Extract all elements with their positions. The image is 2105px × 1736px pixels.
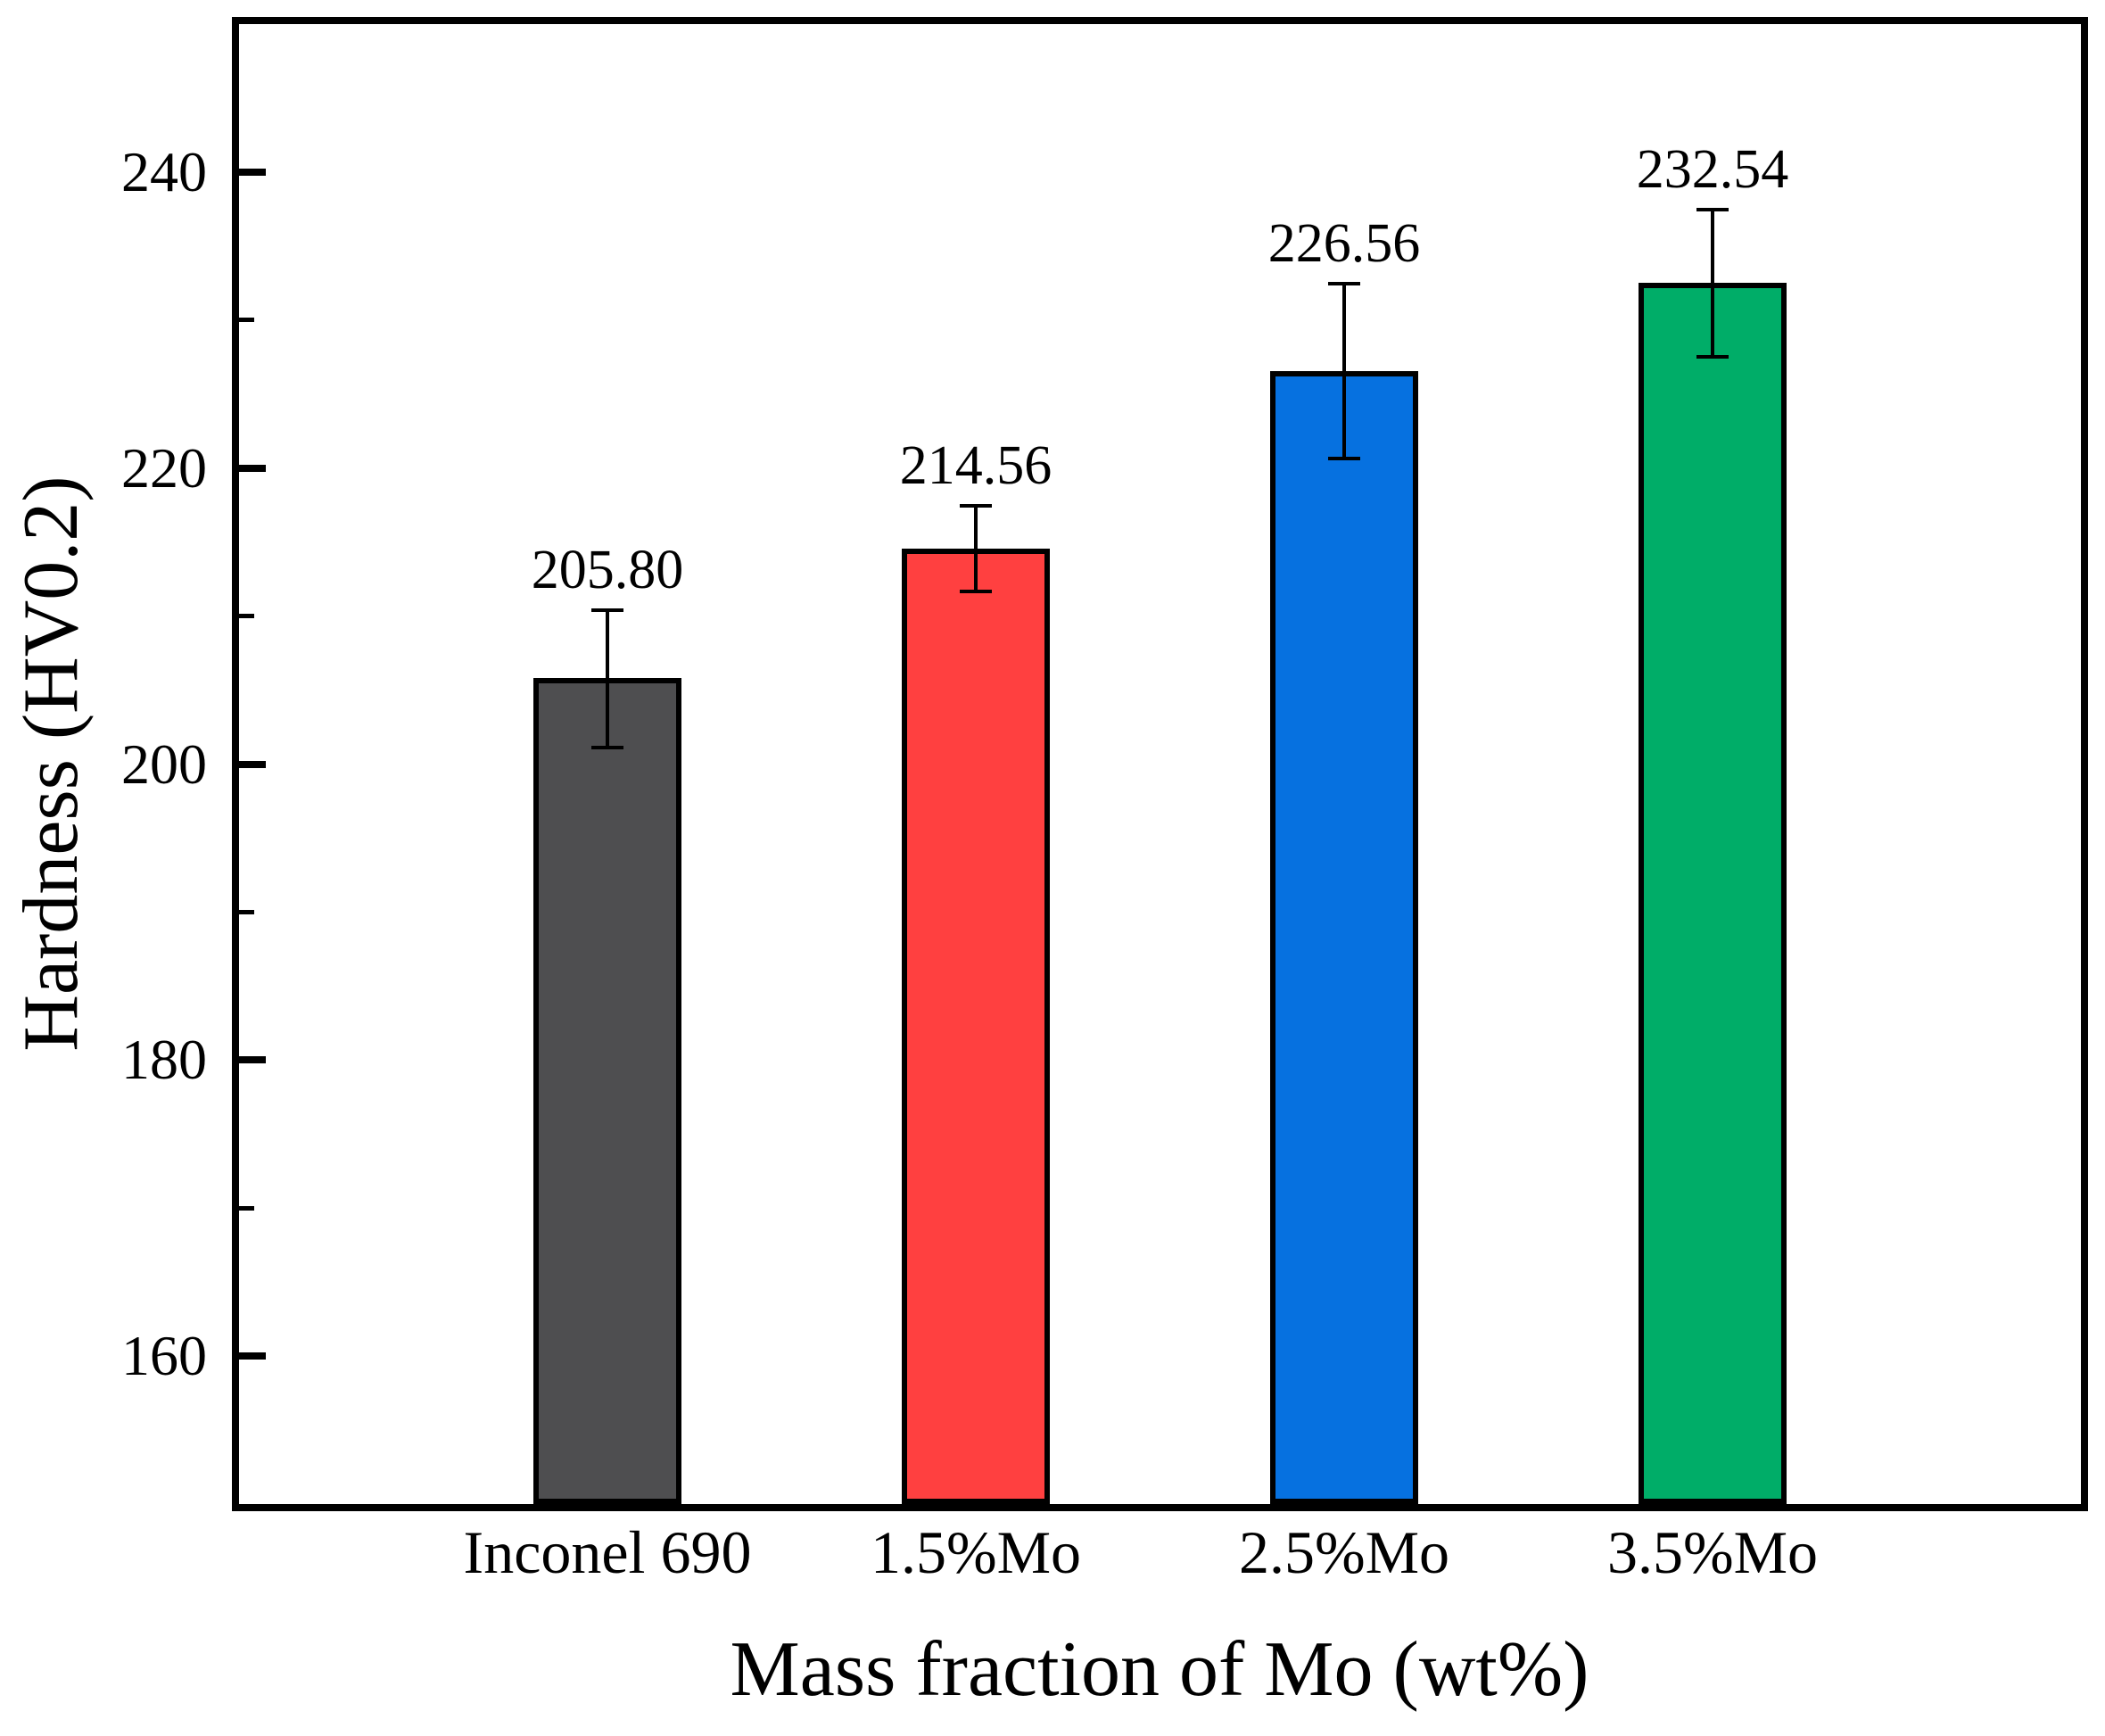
bar-1.5%Mo xyxy=(902,548,1050,1504)
y-tick-label: 200 xyxy=(121,732,207,796)
bar-value-label: 214.56 xyxy=(899,434,1052,496)
x-axis-tick-labels: Inconel 690 1.5%Mo 2.5%Mo 3.5%Mo xyxy=(239,1522,2081,1602)
error-bar-cap-bottom xyxy=(591,746,623,750)
bar-value-label: 232.54 xyxy=(1636,139,1789,201)
x-tick-label: 3.5%Mo xyxy=(1606,1518,1819,1586)
y-minor-tick xyxy=(239,614,254,619)
bar-value-label: 205.80 xyxy=(531,539,684,600)
y-axis-tick-labels: 160 180 200 220 240 xyxy=(0,0,207,1736)
error-bar-cap-top xyxy=(960,503,992,508)
x-axis-title: Mass fraction of Mo (wt%) xyxy=(730,1626,1589,1713)
error-bar-line xyxy=(1711,210,1714,357)
error-bar-cap-bottom xyxy=(960,590,992,594)
bar-3.5%Mo xyxy=(1639,282,1787,1504)
y-minor-tick xyxy=(239,909,254,914)
error-bar-cap-top xyxy=(1696,208,1729,212)
x-tick-label: 1.5%Mo xyxy=(870,1518,1082,1586)
y-minor-tick xyxy=(239,1205,254,1211)
plot-area: 205.80 214.56 226.56 232.54 xyxy=(232,17,2088,1511)
bar-Inconel 690 xyxy=(533,678,681,1504)
bar-2.5%Mo xyxy=(1270,370,1418,1504)
x-tick-label: 2.5%Mo xyxy=(1238,1518,1450,1586)
error-bar-line xyxy=(606,609,609,748)
y-major-tick xyxy=(239,1352,266,1360)
error-bar-cap-bottom xyxy=(1328,456,1360,460)
y-major-tick xyxy=(239,760,266,768)
y-major-tick xyxy=(239,1056,266,1064)
y-major-tick xyxy=(239,464,266,472)
y-tick-label: 240 xyxy=(121,139,207,203)
bar-value-label: 226.56 xyxy=(1267,212,1421,274)
error-bar-cap-bottom xyxy=(1696,354,1729,359)
y-tick-label: 160 xyxy=(121,1324,207,1388)
error-bar-line xyxy=(1342,283,1346,459)
error-bar-cap-top xyxy=(591,608,623,612)
x-tick-label: Inconel 690 xyxy=(463,1518,752,1586)
error-bar-cap-top xyxy=(1328,281,1360,285)
y-tick-label: 220 xyxy=(121,435,207,500)
y-tick-label: 180 xyxy=(121,1028,207,1092)
y-major-tick xyxy=(239,168,266,176)
error-bar-line xyxy=(974,505,978,592)
y-minor-tick xyxy=(239,318,254,323)
